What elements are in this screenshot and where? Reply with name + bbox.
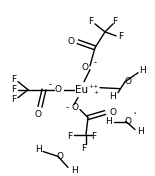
Text: Eu: Eu <box>75 85 89 95</box>
Text: +: + <box>93 90 99 95</box>
Text: F: F <box>67 132 73 141</box>
Text: F: F <box>112 17 117 26</box>
Text: O: O <box>35 110 42 119</box>
Text: F: F <box>81 144 86 153</box>
Text: -: - <box>93 58 97 67</box>
Text: F: F <box>91 132 97 141</box>
Text: O: O <box>124 117 131 126</box>
Text: F: F <box>89 17 94 26</box>
Text: O: O <box>55 85 62 94</box>
Text: H: H <box>139 66 145 75</box>
Text: O: O <box>82 63 89 72</box>
Text: -: - <box>49 80 51 89</box>
Text: ': ' <box>133 112 135 121</box>
Text: -: - <box>66 103 69 112</box>
Text: H: H <box>35 145 41 154</box>
Text: F: F <box>11 85 17 94</box>
Text: F: F <box>118 32 124 41</box>
Text: H: H <box>71 166 77 175</box>
Text: O: O <box>124 77 131 86</box>
Text: H: H <box>106 117 112 126</box>
Text: H: H <box>110 92 116 101</box>
Text: O: O <box>67 37 75 46</box>
Text: O: O <box>57 152 64 161</box>
Text: H: H <box>137 127 143 136</box>
Text: ++: ++ <box>89 84 99 89</box>
Text: O: O <box>109 108 117 117</box>
Text: F: F <box>11 95 17 104</box>
Text: O: O <box>71 103 78 112</box>
Text: F: F <box>11 75 17 84</box>
